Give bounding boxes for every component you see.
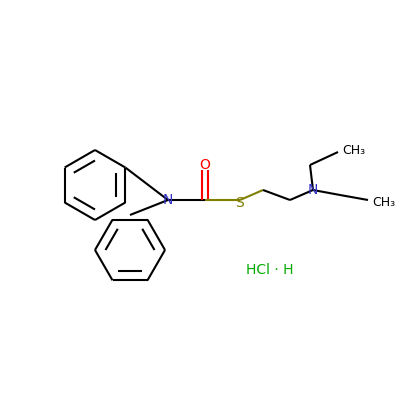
Text: N: N [163, 193, 173, 207]
Text: O: O [200, 158, 210, 172]
Text: CH₃: CH₃ [342, 144, 366, 156]
Text: CH₃: CH₃ [372, 196, 396, 208]
Text: N: N [308, 183, 318, 197]
Text: HCl · H: HCl · H [246, 263, 294, 277]
Text: S: S [236, 196, 244, 210]
